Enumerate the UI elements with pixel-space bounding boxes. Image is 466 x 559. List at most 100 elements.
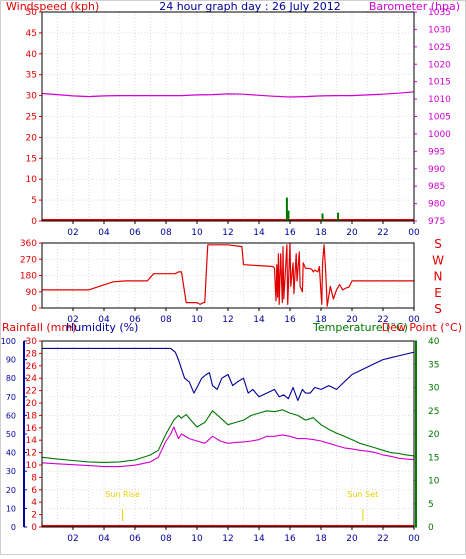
rainfall-ytick-label: 20 (26, 399, 38, 409)
compass-label: N (434, 270, 443, 284)
temperature-ytick-label: 35 (428, 360, 439, 370)
compass-label: S (434, 237, 442, 251)
barometer-ytick-label: 985 (428, 182, 445, 192)
panel2-xtick-label: 22 (377, 315, 388, 325)
panel2-xtick-label: 20 (346, 315, 358, 325)
panel3-xtick-label: 20 (346, 534, 358, 544)
rainfall-ytick-label: 8 (31, 473, 37, 483)
dewpoint-axis-title: Dew Point (°C) (382, 321, 462, 334)
temperature-ytick-label: 30 (428, 384, 440, 394)
temperature-ytick-label: 15 (428, 453, 439, 463)
rainfall-ytick-label: 10 (26, 461, 38, 471)
rainfall-ytick-label: 28 (26, 349, 38, 359)
humidity-ytick-label: 60 (6, 411, 16, 420)
compass-label: S (434, 302, 442, 316)
windspeed-ytick-label: 35 (26, 71, 37, 81)
windspeed-axis-title: Windspeed (kph) (6, 0, 99, 13)
panel3-xtick-label: 18 (315, 534, 327, 544)
panel1-xtick-label: 22 (377, 228, 388, 238)
temperature-ytick-label: 5 (428, 500, 434, 510)
panel1-xtick-label: 08 (160, 228, 172, 238)
rainfall-ytick-label: 12 (26, 449, 37, 459)
panel1-xtick-label: 12 (222, 228, 233, 238)
panel3-xtick-label: 22 (377, 534, 388, 544)
temperature-line (41, 409, 415, 463)
rainfall-ytick-label: 22 (26, 387, 37, 397)
panel1-xtick-label: 02 (67, 228, 78, 238)
barometer-ytick-label: 1035 (428, 8, 451, 18)
temperature-ytick-label: 20 (428, 430, 440, 440)
rainfall-ytick-label: 4 (31, 498, 37, 508)
humidity-axis-title: Humidity (%) (66, 321, 138, 334)
barometer-ytick-label: 975 (428, 217, 445, 227)
dewpoint-line (41, 426, 415, 468)
windspeed-ytick-label: 30 (26, 92, 38, 102)
humidity-ytick-label: 50 (6, 430, 16, 439)
rainfall-ytick-label: 18 (26, 411, 38, 421)
series-layer: Sun Rise Sun Set (41, 91, 415, 527)
panel2-xtick-label: 02 (67, 315, 78, 325)
humidity-ytick-label: 0 (11, 523, 16, 532)
barometer-ytick-label: 1005 (428, 113, 451, 123)
panel2-xtick-label: 14 (253, 315, 265, 325)
barometer-ytick-label: 1000 (428, 130, 451, 140)
humidity-ytick-label: 100 (1, 337, 16, 346)
panel1-xtick-label: 00 (408, 228, 420, 238)
rainfall-ytick-label: 26 (26, 362, 38, 372)
windspeed-ytick-label: 45 (26, 29, 37, 39)
panel3-xtick-label: 06 (129, 534, 141, 544)
barometer-ytick-label: 1010 (428, 95, 451, 105)
temperature-ytick-label: 40 (428, 337, 440, 347)
windspeed-ytick-label: 0 (31, 217, 37, 227)
panel1-xtick-label: 06 (129, 228, 141, 238)
barometer-ytick-label: 1025 (428, 43, 451, 53)
windspeed-ytick-label: 5 (31, 196, 37, 206)
panel2-xtick-label: 04 (98, 315, 110, 325)
windspeed-ytick-label: 40 (26, 50, 38, 60)
panel1-xtick-label: 18 (315, 228, 327, 238)
barometer-ytick-label: 1015 (428, 78, 451, 88)
humidity-ytick-label: 40 (6, 449, 16, 458)
panel2-xtick-label: 06 (129, 315, 141, 325)
rainfall-ytick-label: 2 (31, 511, 37, 521)
panel2-xtick-label: 16 (284, 315, 296, 325)
direction-ytick-label: 180 (20, 272, 37, 282)
barometer-line (41, 91, 415, 98)
temperature-axis-title: Temperature (°C) (312, 321, 408, 334)
humidity-ytick-label: 20 (6, 486, 16, 495)
panel3-xtick-label: 14 (253, 534, 265, 544)
direction-ytick-label: 90 (26, 288, 38, 298)
rainfall-ytick-label: 6 (31, 486, 37, 496)
barometer-ytick-label: 995 (428, 147, 445, 157)
temperature-ytick-label: 0 (428, 523, 434, 533)
barometer-ytick-label: 990 (428, 165, 445, 175)
barometer-ytick-label: 1020 (428, 60, 451, 70)
panel3-xtick-label: 10 (191, 534, 203, 544)
humidity-ytick-label: 90 (6, 356, 16, 365)
grid-layer (42, 12, 414, 527)
chart-title: 24 hour graph day : 26 July 2012 (159, 0, 341, 13)
panel3-xtick-label: 02 (67, 534, 78, 544)
panel3-xtick-label: 04 (98, 534, 110, 544)
panel2-xtick-label: 18 (315, 315, 327, 325)
windspeed-ytick-label: 15 (26, 154, 37, 164)
rainfall-axis-title: Rainfall (mm) (2, 321, 76, 334)
rainfall-ytick-label: 30 (26, 337, 38, 347)
windspeed-ytick-label: 10 (26, 175, 38, 185)
panel2-xtick-label: 12 (222, 315, 233, 325)
direction-ytick-label: 270 (20, 255, 37, 265)
humidity-ytick-label: 80 (6, 374, 16, 383)
rainfall-ytick-label: 14 (26, 436, 38, 446)
panel3-xtick-label: 12 (222, 534, 233, 544)
compass-label: W (432, 253, 444, 267)
panel2-xtick-label: 08 (160, 315, 172, 325)
panel2-xtick-label: 10 (191, 315, 203, 325)
humidity-ytick-label: 70 (6, 393, 16, 402)
windspeed-ytick-label: 20 (26, 133, 38, 143)
rainfall-ytick-label: 24 (26, 374, 38, 384)
direction-ytick-label: 360 (20, 239, 37, 249)
wind-direction-line (42, 242, 414, 307)
panel1-xtick-label: 16 (284, 228, 296, 238)
